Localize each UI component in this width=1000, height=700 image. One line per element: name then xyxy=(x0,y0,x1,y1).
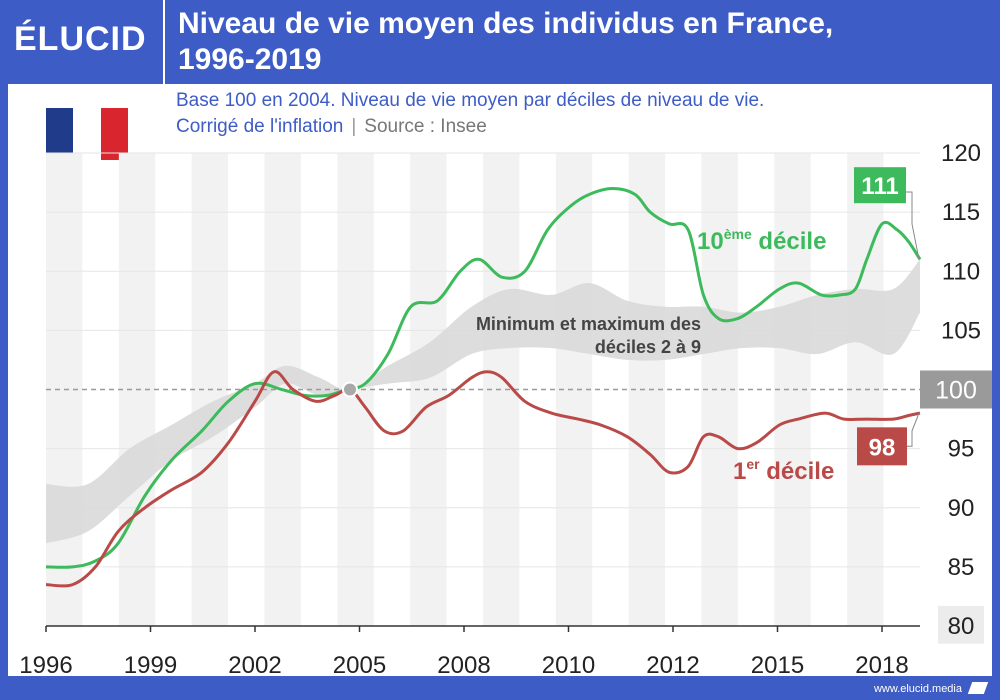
decile10-label: 10ème décile xyxy=(697,226,826,255)
decile1-value-label: 98 xyxy=(869,434,896,461)
decile1-label: 1er décile xyxy=(733,456,834,485)
brand-logo: ÉLUCID xyxy=(14,20,147,58)
flag-red-stripe xyxy=(100,108,128,160)
chart-subtitle: Base 100 en 2004. Niveau de vie moyen pa… xyxy=(176,88,976,140)
subtitle-inflation: Corrigé de l'inflation xyxy=(176,116,344,137)
decile10-value-label: 111 xyxy=(861,173,898,200)
reference-value-label: 100 xyxy=(935,377,977,405)
band-label-line2: déciles 2 à 9 xyxy=(595,337,701,357)
header-divider xyxy=(163,0,165,84)
y-tick-label: 105 xyxy=(941,317,981,344)
x-tick-label: 2008 xyxy=(437,652,490,679)
x-tick-label: 2005 xyxy=(333,652,386,679)
decile10-leader-line xyxy=(905,191,920,260)
y-tick-label: 110 xyxy=(942,258,980,285)
chart-title-line1: Niveau de vie moyen des individus en Fra… xyxy=(178,7,834,40)
x-tick-label: 2010 xyxy=(542,652,595,679)
x-tick-label: 2018 xyxy=(855,652,908,679)
base-point-marker xyxy=(342,381,358,398)
x-tick-label: 1999 xyxy=(124,652,177,679)
decile1-value-box xyxy=(857,427,907,466)
chart-title-line2: 1996-2019 xyxy=(178,43,322,76)
flag-blue-stripe xyxy=(46,108,74,160)
x-tick-label: 2002 xyxy=(228,652,281,679)
decile10-value-box xyxy=(854,167,906,204)
y-tick-label: 80 xyxy=(948,613,975,640)
y-tick-label: 115 xyxy=(942,199,980,226)
reference-value-box xyxy=(920,370,992,409)
subtitle-line2: Corrigé de l'inflation | Source : Insee xyxy=(176,114,976,140)
france-flag-icon xyxy=(46,108,128,160)
subtitle-line1: Base 100 en 2004. Niveau de vie moyen pa… xyxy=(176,90,765,111)
x-tick-label: 2012 xyxy=(646,652,699,679)
decile1-line xyxy=(45,370,921,588)
subtitle-separator: | xyxy=(351,116,357,137)
x-tick-label: 2015 xyxy=(751,652,804,679)
y-tick-label: 120 xyxy=(941,140,981,167)
band-label-line1: Minimum et maximum des xyxy=(476,314,701,334)
x-tick-label: 1996 xyxy=(19,652,72,679)
band-area xyxy=(46,259,920,544)
y-tick-label: 85 xyxy=(948,554,975,581)
y-axis-bottom-pad xyxy=(938,605,984,644)
footer-url: www.elucid.media xyxy=(873,683,962,695)
source-note: Source : Insee xyxy=(364,116,487,137)
flag-white-stripe xyxy=(73,108,101,160)
decile10-line xyxy=(45,187,922,569)
chart-title: Niveau de vie moyen des individus en Fra… xyxy=(178,6,978,78)
header: ÉLUCID Niveau de vie moyen des individus… xyxy=(0,0,1000,84)
y-tick-label: 90 xyxy=(948,495,975,522)
decile1-leader-line xyxy=(907,412,920,447)
y-tick-label: 95 xyxy=(948,436,975,463)
